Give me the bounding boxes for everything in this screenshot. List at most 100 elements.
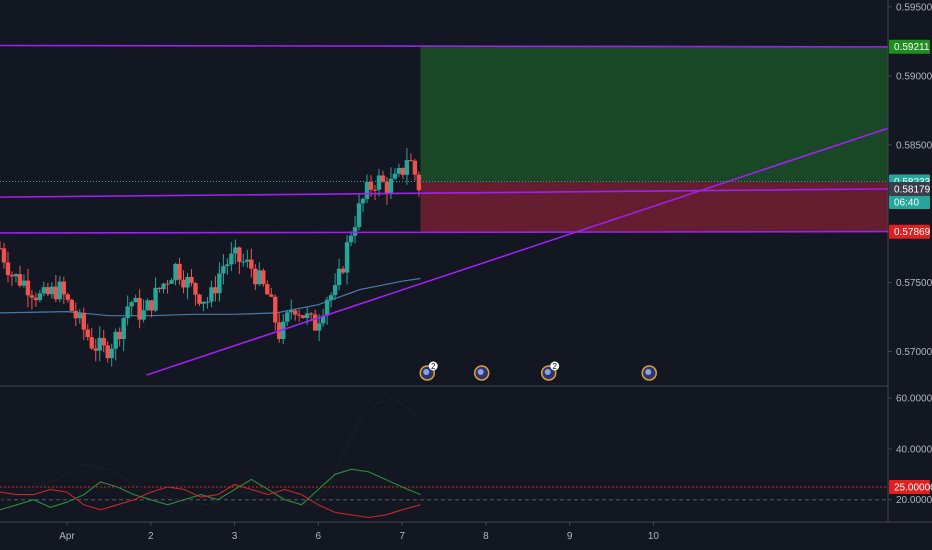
drawn-lines[interactable] (0, 44, 889, 376)
candle-body (145, 300, 150, 311)
price-scale[interactable]: 0.59500 0.59000 0.58500 0.57500 0.57000 0.59… (887, 0, 932, 522)
candle-body (404, 160, 410, 175)
indicator-level-badge-label: 25.00000 (894, 483, 932, 494)
indicator-series (0, 397, 421, 519)
time-scale[interactable]: Apr 2 3 6 7 8 9 10 (0, 521, 932, 542)
moving-average-path (0, 277, 421, 317)
candle-body (93, 348, 98, 351)
candle-body (300, 315, 306, 318)
indicator-tick-label: 20.00000 (896, 495, 932, 506)
candle-body (29, 295, 35, 298)
candle-body (332, 285, 338, 296)
candle-body (396, 167, 402, 174)
time-tick-label: 3 (232, 531, 238, 542)
candle-body (269, 294, 274, 297)
candle-body (273, 296, 278, 323)
candle-body (189, 276, 194, 284)
candle-body (165, 283, 170, 285)
candle-body (73, 310, 78, 319)
price-badge-label: 0.59211 (894, 42, 930, 53)
time-tick: 3 (232, 522, 238, 542)
time-tick-label: 10 (648, 531, 660, 542)
candle-body (77, 312, 82, 319)
candle-body (225, 264, 230, 267)
candle-body (141, 310, 146, 320)
price-badge-bg (889, 182, 930, 197)
candle-body (360, 198, 366, 204)
candle-body (237, 247, 242, 262)
candle-body (0, 248, 3, 250)
candle-body (13, 274, 19, 277)
candle-body (69, 299, 75, 311)
indicator-tick: 40.00000 (888, 444, 932, 455)
candle-body (209, 287, 214, 302)
candle-body (173, 263, 178, 281)
candle-body (316, 323, 322, 331)
adx-indicator-pane[interactable] (0, 397, 888, 519)
indicator-tick: 20.00000 (888, 495, 932, 506)
event-marker-highlight (477, 369, 484, 375)
event-marker[interactable] (473, 365, 490, 381)
candle-body (121, 318, 126, 340)
event-count-label: 2 (552, 362, 557, 371)
candle-body (221, 266, 226, 274)
price-tick: 0.57000 (888, 347, 932, 358)
candle-body (153, 287, 158, 311)
minus-di-line (0, 483, 421, 519)
time-tick-label: Apr (59, 531, 75, 542)
candle-body (308, 313, 314, 315)
event-marker[interactable]: 2 (419, 361, 438, 381)
adx-line (0, 397, 421, 506)
horizontal-line-support-lower[interactable] (0, 230, 889, 234)
horizontal-line-resistance-top[interactable] (0, 44, 889, 48)
candle-body (312, 314, 318, 331)
time-tick-label: 6 (316, 531, 322, 542)
price-badge-bg (889, 224, 930, 239)
time-tick: 9 (567, 522, 573, 542)
candle-body (388, 178, 394, 194)
indicator-tick-label: 60.00000 (896, 394, 932, 405)
trendline[interactable] (146, 127, 889, 376)
candle-body (392, 173, 398, 179)
price-badge-label: 0.58179 (894, 185, 931, 196)
candle-body (336, 268, 342, 286)
price-tick: 0.58500 (888, 140, 932, 151)
candle-body (53, 286, 59, 300)
candle-body (213, 287, 218, 294)
candle-body (197, 294, 202, 304)
candle-body (41, 287, 47, 294)
time-tick: 7 (399, 522, 405, 542)
price-badge: 0.59211 (889, 39, 930, 54)
time-tick-labels: Apr 2 3 6 7 8 9 10 (59, 522, 659, 542)
long-position-tool[interactable] (420, 46, 888, 232)
price-tick-label: 0.57500 (896, 278, 932, 289)
candle-body (328, 295, 334, 300)
indicator-tick-labels: 60.00000 40.00000 20.0000025.00000 (888, 394, 932, 506)
time-tick-label: 2 (148, 531, 154, 542)
candle-body (9, 274, 15, 277)
time-tick-label: 7 (399, 531, 405, 542)
candle-body (296, 314, 302, 316)
price-badge-label: 06:40 (894, 197, 919, 208)
candle-body (177, 263, 182, 280)
event-marker[interactable]: 2 (540, 361, 560, 381)
profit-zone[interactable] (420, 46, 888, 182)
candle-body (368, 182, 374, 190)
candle-body (412, 160, 418, 175)
candle-body (161, 283, 166, 290)
candle-body (105, 345, 110, 359)
price-tick: 0.57500 (888, 278, 932, 289)
candle-body (37, 293, 43, 301)
candle-body (193, 283, 198, 295)
price-badge-label: 0.57869 (894, 227, 931, 238)
event-marker-highlight (645, 369, 652, 375)
horizontal-line-support-upper[interactable] (0, 188, 889, 198)
event-marker[interactable] (641, 365, 657, 381)
candle-body (169, 280, 174, 284)
candle-body (265, 284, 270, 295)
candle-body (352, 227, 358, 236)
time-tick-label: 9 (567, 531, 573, 542)
